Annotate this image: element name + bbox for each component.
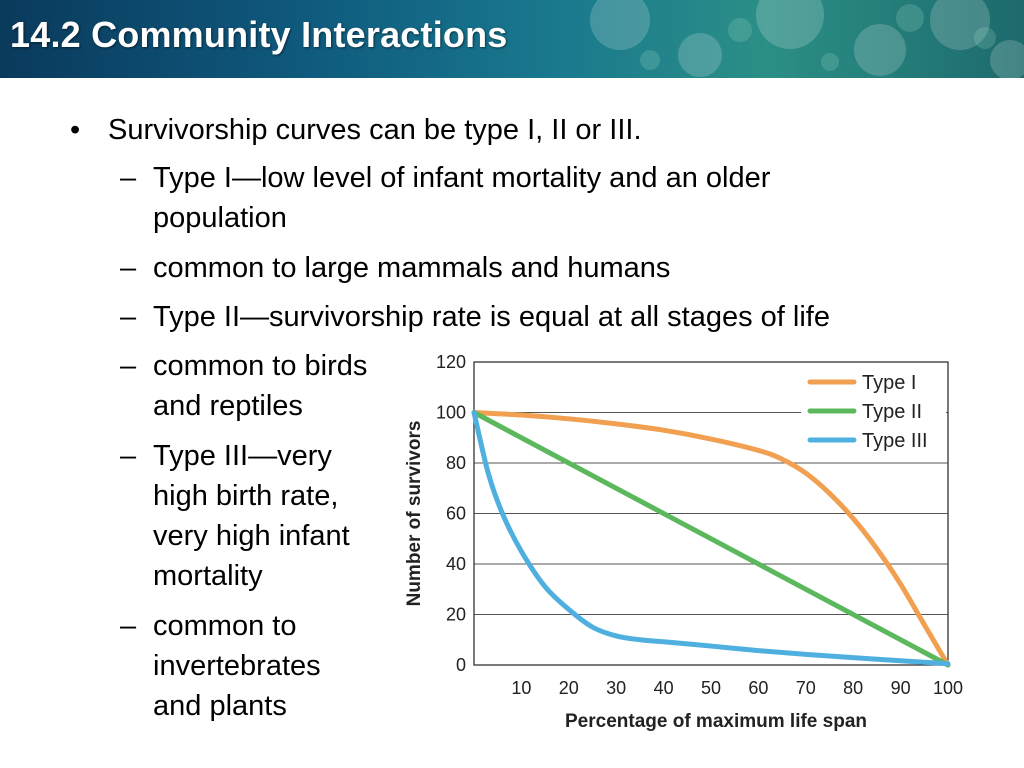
x-tick-label: 70 bbox=[796, 678, 816, 698]
y-tick-label: 120 bbox=[436, 352, 466, 372]
dash-marker: – bbox=[120, 610, 137, 642]
y-tick-label: 20 bbox=[446, 605, 466, 625]
y-tick-label: 100 bbox=[436, 403, 466, 423]
sub-bullet-invertebrates: common to bbox=[153, 610, 297, 642]
legend: Type I Type II Type III bbox=[801, 366, 946, 458]
x-tick-label: 40 bbox=[654, 678, 674, 698]
y-tick-label: 80 bbox=[446, 453, 466, 473]
dash-marker: – bbox=[120, 350, 137, 382]
y-tick-label: 0 bbox=[456, 655, 466, 675]
x-tick-label: 10 bbox=[511, 678, 531, 698]
dash-marker: – bbox=[120, 252, 137, 284]
sub-bullet-type3-cont1: high birth rate, bbox=[153, 480, 339, 512]
series-line-type-iii bbox=[471, 410, 951, 667]
sub-bullet-type1: Type I—low level of infant mortality and… bbox=[153, 162, 771, 194]
x-tick-label: 20 bbox=[559, 678, 579, 698]
dash-marker: – bbox=[120, 301, 137, 333]
series-line-type-i bbox=[471, 410, 951, 668]
y-axis-label: Number of survivors bbox=[404, 421, 425, 607]
dash-marker: – bbox=[120, 440, 137, 472]
y-tick-label: 60 bbox=[446, 504, 466, 524]
sub-bullet-invertebrates-cont2: and plants bbox=[153, 690, 287, 722]
x-tick-label: 60 bbox=[748, 678, 768, 698]
sub-bullet-mammals: common to large mammals and humans bbox=[153, 252, 671, 284]
x-tick-label: 90 bbox=[891, 678, 911, 698]
bullet-dot: • bbox=[70, 114, 81, 146]
x-axis-label: Percentage of maximum life span bbox=[565, 711, 867, 732]
x-tick-label: 100 bbox=[933, 678, 963, 698]
y-tick-label: 40 bbox=[446, 554, 466, 574]
title-banner: 14.2 Community Interactions bbox=[0, 0, 1024, 78]
survivorship-chart: 0 20 40 60 80 100 120 10 20 30 40 50 60 70 80 90 100 Ty… bbox=[404, 352, 963, 732]
sub-bullet-type1-cont: population bbox=[153, 202, 287, 234]
coral-texture bbox=[590, 0, 1024, 78]
y-tick-labels: 0 20 40 60 80 100 120 bbox=[436, 352, 466, 675]
legend-label-type-i: Type I bbox=[862, 372, 916, 394]
dash-marker: – bbox=[120, 162, 137, 194]
x-tick-label: 30 bbox=[606, 678, 626, 698]
sub-bullet-type3-cont3: mortality bbox=[153, 560, 263, 592]
series-line-type-ii bbox=[471, 410, 951, 668]
bullet-main: Survivorship curves can be type I, II or… bbox=[108, 114, 642, 146]
plot-frame bbox=[473, 361, 949, 666]
sub-bullet-birds: common to birds bbox=[153, 350, 368, 382]
legend-label-type-iii: Type III bbox=[862, 430, 928, 452]
legend-label-type-ii: Type II bbox=[862, 401, 922, 423]
sub-bullet-type2: Type II—survivorship rate is equal at al… bbox=[153, 301, 830, 333]
sub-bullet-type3: Type III—very bbox=[153, 440, 332, 472]
sub-bullet-birds-cont: and reptiles bbox=[153, 390, 303, 422]
x-tick-labels: 10 20 30 40 50 60 70 80 90 100 bbox=[511, 678, 963, 698]
sub-bullet-type3-cont2: very high infant bbox=[153, 520, 350, 552]
series-lines bbox=[471, 410, 951, 668]
slide-title: 14.2 Community Interactions bbox=[10, 14, 508, 55]
x-tick-label: 50 bbox=[701, 678, 721, 698]
x-tick-label: 80 bbox=[843, 678, 863, 698]
sub-bullet-invertebrates-cont1: invertebrates bbox=[153, 650, 321, 682]
